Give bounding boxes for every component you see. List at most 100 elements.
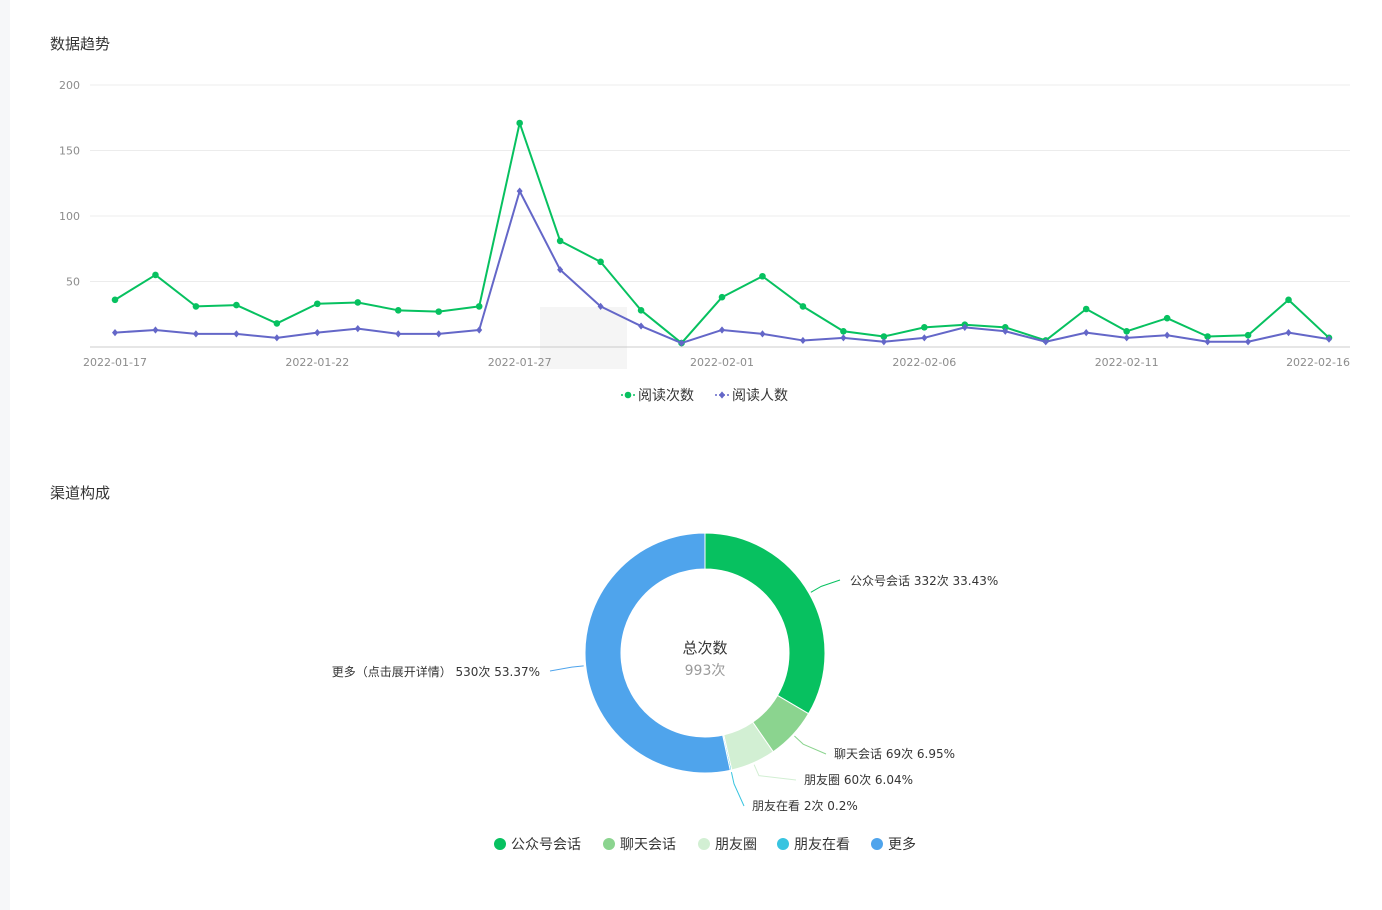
slice-label-0: 公众号会话 332次 33.43% [850, 574, 998, 588]
y-tick-label: 200 [59, 79, 80, 92]
legend-label-1: 阅读人数 [732, 387, 788, 404]
series-1-point [152, 326, 159, 334]
left-edge-strip [0, 0, 10, 910]
series-1-point [395, 330, 402, 338]
label-leader-0 [810, 579, 841, 593]
series-1-point [1285, 328, 1292, 337]
series-0-point [435, 308, 443, 315]
series-1-point [112, 328, 118, 337]
donut-legend-label-0: 公众号会话 [511, 837, 581, 853]
label-leader-1 [794, 735, 827, 755]
donut-slice-4 [584, 532, 731, 774]
series-1-point [273, 334, 280, 342]
series-1-point [638, 322, 645, 330]
series-1-point [314, 328, 321, 337]
donut-legend-label-1: 聊天会话 [620, 837, 676, 853]
trend-section-title: 数据趋势 [50, 35, 111, 53]
series-1-point [1204, 338, 1211, 346]
series-0-point [1082, 305, 1090, 313]
series-1-point [961, 323, 968, 331]
donut-center-label: 总次数 [682, 639, 727, 657]
series-0-point [799, 303, 807, 310]
series-1-point [354, 325, 361, 333]
label-leader-3 [730, 771, 745, 807]
series-1-point [1245, 338, 1252, 346]
series-1-point [880, 338, 887, 346]
series-1-point [192, 330, 199, 338]
series-0-point [840, 327, 847, 335]
y-tick-label: 100 [59, 210, 80, 223]
series-0-point [597, 258, 604, 266]
series-1-point [516, 187, 523, 195]
series-1-point [921, 334, 928, 342]
trend-line-chart: 50 100 150 200 2022-01-17 2022-01-22 2022-01-2… [59, 79, 1350, 404]
series-0-point [921, 324, 928, 331]
donut-legend-label-3: 朋友在看 [794, 837, 850, 853]
donut-legend-label-4: 更多 [888, 836, 916, 853]
series-1-point [1083, 328, 1090, 337]
series-1-point [1123, 334, 1130, 342]
series-1-point [840, 334, 847, 342]
series-1-point [1326, 335, 1332, 343]
donut-legend-marker-2 [698, 838, 710, 850]
series-0-point [1285, 296, 1292, 304]
donut-slice-0 [704, 532, 826, 715]
series-1-point [759, 330, 766, 338]
series-1-point [476, 326, 483, 334]
series-0-point [880, 333, 888, 340]
label-leader-2 [753, 764, 797, 781]
series-1-point [1164, 331, 1171, 339]
series-0-point [1123, 327, 1130, 335]
series-1-point [719, 326, 725, 334]
series-1-point [1042, 338, 1049, 346]
hover-highlight-band [540, 307, 627, 369]
series-0-point [314, 300, 321, 308]
series-0-point [152, 271, 159, 279]
donut-center-value: 993次 [685, 663, 726, 679]
x-tick-label: 2022-02-11 [1095, 356, 1159, 369]
channel-section-title: 渠道构成 [50, 484, 111, 502]
series-0-point [233, 301, 240, 309]
slice-label-3: 朋友在看 2次 0.2% [752, 799, 858, 813]
slice-label-4: 更多（点击展开详情） 530次 53.37% [332, 664, 540, 679]
series-0-point [354, 299, 362, 306]
donut-legend-marker-1 [603, 838, 615, 850]
series-0-point [475, 303, 483, 310]
label-leader-4 [549, 665, 584, 672]
series-0-point [192, 303, 200, 310]
donut-legend-marker-0 [494, 838, 506, 850]
donut-legend-label-2: 朋友圈 [715, 837, 757, 853]
x-tick-label: 2022-02-01 [690, 356, 754, 369]
series-0-point [273, 320, 281, 327]
series-0-point [1163, 314, 1171, 322]
x-tick-label: 2022-02-16 [1286, 356, 1350, 369]
series-line-0 [114, 121, 1330, 345]
series-0-point [1001, 324, 1009, 331]
x-tick-label: 2022-01-17 [83, 356, 147, 369]
series-1-point [1002, 327, 1009, 335]
series-0-point [718, 293, 726, 301]
series-1-point [678, 339, 685, 347]
slice-label-2: 朋友圈 60次 6.04% [804, 773, 913, 787]
series-0-point [637, 307, 645, 314]
series-0-point [759, 272, 766, 280]
legend-marker-1 [719, 391, 725, 399]
x-tick-label: 2022-01-27 [488, 356, 552, 369]
donut-legend-marker-4 [871, 838, 883, 850]
series-1-point [435, 330, 442, 338]
slice-label-1: 聊天会话 69次 6.95% [834, 747, 955, 761]
series-1-point [233, 330, 240, 338]
legend-label-0: 阅读次数 [638, 387, 694, 404]
series-1-point [799, 336, 806, 345]
series-line-1 [114, 190, 1330, 345]
series-0-point [1244, 331, 1252, 339]
channel-donut-chart: 总次数 993次 公众号会话 332次 33.43% 聊天会话 69次 6.95% 朋友… [332, 532, 998, 853]
y-tick-label: 50 [66, 276, 80, 289]
x-tick-label: 2022-02-06 [892, 356, 956, 369]
series-0-point [1204, 333, 1211, 340]
series-0-point [516, 119, 523, 127]
series-0-point [556, 237, 564, 245]
legend-marker-0 [624, 391, 632, 399]
series-1-point [597, 302, 604, 310]
